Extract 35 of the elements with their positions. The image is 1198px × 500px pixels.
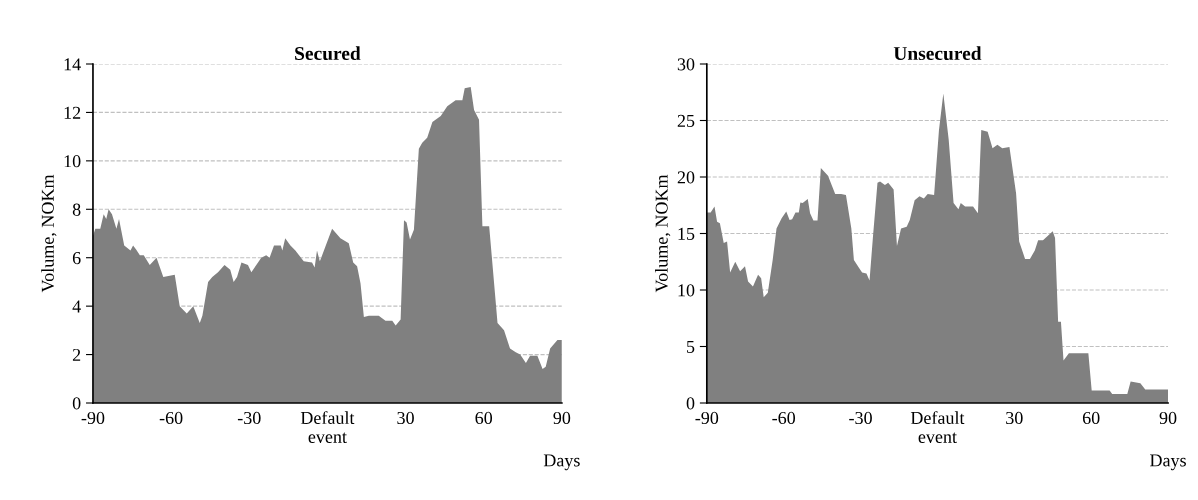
y-tick-label: 15 [678, 227, 695, 240]
chart-title: Unsecured [893, 46, 982, 61]
x-tick-label: -90 [695, 411, 719, 425]
y-tick-label: 0 [686, 397, 695, 410]
x-tick-label: 90 [553, 411, 571, 425]
x-axis-title: Days [543, 454, 580, 471]
y-tick-label: 2 [72, 348, 81, 361]
x-tick-label: 60 [475, 411, 493, 425]
x-tick-label: -60 [772, 411, 796, 425]
y-tick-label: 0 [72, 397, 81, 410]
x-tick-label: 90 [1159, 411, 1177, 425]
y-tick-label: 25 [677, 114, 695, 127]
y-tick-label: 12 [64, 106, 81, 119]
y-axis-title: Volume, NOKm [655, 174, 671, 293]
chart-title: Secured [295, 46, 361, 61]
y-tick-label: 10 [678, 284, 695, 297]
y-tick-label: 5 [687, 340, 695, 353]
y-axis-title: Volume, NOKm [41, 174, 57, 293]
x-tick-label: -90 [81, 411, 105, 425]
x-tick-label: Default event [300, 411, 355, 443]
y-tick-label: 14 [64, 58, 81, 71]
x-tick-label: Default event [910, 411, 965, 443]
x-tick-label: 30 [1006, 411, 1023, 425]
y-tick-label: 20 [677, 171, 695, 184]
x-tick-label: 30 [397, 411, 414, 425]
y-tick-label: 4 [72, 300, 81, 313]
y-tick-label: 30 [677, 58, 695, 71]
x-tick-label: 60 [1082, 411, 1100, 425]
x-tick-label: -60 [159, 411, 183, 425]
y-tick-label: 10 [64, 155, 81, 168]
y-tick-label: 6 [72, 252, 81, 265]
x-axis-title: Days [1150, 454, 1186, 471]
x-tick-label: -30 [237, 411, 261, 425]
y-tick-label: 8 [72, 203, 81, 216]
x-tick-label: -30 [849, 411, 872, 425]
